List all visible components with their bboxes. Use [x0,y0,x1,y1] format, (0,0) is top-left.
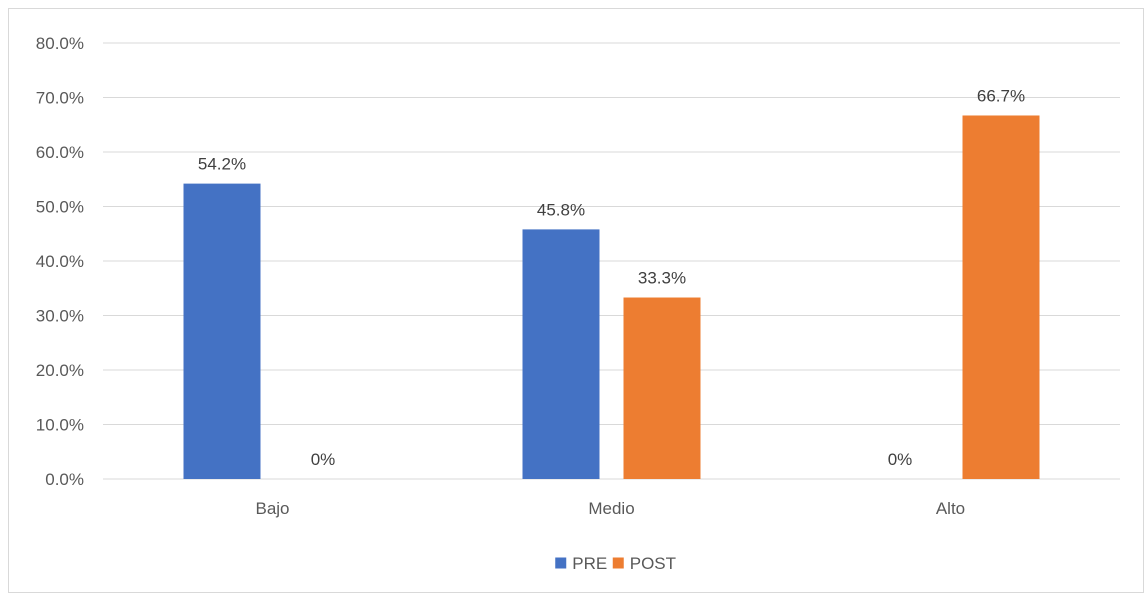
data-label-post-medio: 33.3% [638,269,686,288]
x-axis-ticks: Bajo Medio Alto [255,499,965,518]
data-label-pre-bajo: 54.2% [198,155,246,174]
legend: PRE POST [555,554,676,573]
y-tick-label: 60.0% [36,143,84,162]
legend-swatch-post [612,557,624,569]
y-tick-label: 50.0% [36,198,84,217]
x-tick-label: Medio [588,499,634,518]
legend-label-pre: PRE [572,554,607,573]
y-tick-label: 80.0% [36,34,84,53]
data-label-pre-alto: 0% [888,450,913,469]
y-tick-label: 20.0% [36,361,84,380]
y-tick-label: 70.0% [36,89,84,108]
x-tick-label: Bajo [255,499,289,518]
x-tick-label: Alto [936,499,965,518]
data-label-post-alto: 66.7% [977,86,1025,105]
legend-label-post: POST [630,554,676,573]
bar-post-alto [962,115,1040,480]
legend-swatch-pre [555,557,567,569]
bar-pre-medio [522,229,600,479]
bar-post-medio [623,297,701,479]
bars [183,115,1040,480]
bar-pre-bajo [183,183,261,480]
data-labels: 54.2% 0% 45.8% 33.3% 0% 66.7% [198,86,1025,469]
y-tick-label: 0.0% [45,470,84,489]
data-label-pre-medio: 45.8% [537,200,585,219]
y-tick-label: 40.0% [36,252,84,271]
y-tick-label: 10.0% [36,416,84,435]
data-label-post-bajo: 0% [311,450,336,469]
y-axis-ticks: 0.0% 10.0% 20.0% 30.0% 40.0% 50.0% 60.0% 70.0% 8… [36,34,84,489]
y-tick-label: 30.0% [36,307,84,326]
gridlines [103,42,1120,480]
